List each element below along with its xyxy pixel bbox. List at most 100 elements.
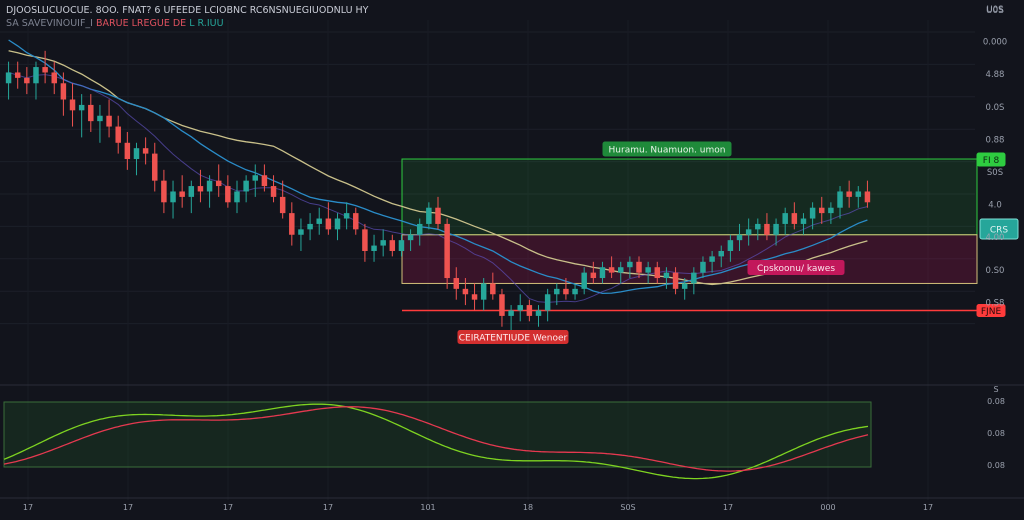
candle-body bbox=[444, 223, 450, 279]
candle-body bbox=[572, 288, 578, 295]
candle-body bbox=[42, 67, 48, 73]
candle-body bbox=[261, 175, 268, 187]
candle-body bbox=[215, 180, 222, 187]
x-axis-label: S0S bbox=[620, 503, 635, 512]
candle-body bbox=[407, 234, 414, 241]
candle-body bbox=[124, 142, 131, 160]
candle-body bbox=[755, 223, 761, 230]
candle-body bbox=[691, 272, 697, 284]
green-zone-label-bg bbox=[602, 141, 732, 157]
candle-body bbox=[435, 207, 441, 224]
candle-body bbox=[627, 261, 633, 268]
candle-body bbox=[371, 245, 377, 251]
candle-body bbox=[380, 240, 386, 246]
candle-body bbox=[279, 196, 286, 214]
candle-body bbox=[846, 191, 852, 197]
red-level-tag: FJNE bbox=[981, 307, 1002, 317]
candle-body bbox=[234, 191, 240, 203]
candle-body bbox=[782, 213, 788, 224]
legend-item-d: L R.IUU bbox=[189, 18, 224, 29]
red-line-label-bg bbox=[457, 329, 569, 344]
oscillator-axis-label: 0.08 bbox=[987, 429, 1005, 438]
y-axis-label: 0.000 bbox=[983, 38, 1007, 48]
x-axis: 17 17 17 17 101 18 S0S 17 000 17 bbox=[0, 497, 1024, 512]
x-axis-label: 17 bbox=[323, 503, 333, 512]
candle-body bbox=[298, 229, 304, 235]
candle-body bbox=[563, 288, 569, 295]
candle-body bbox=[14, 72, 21, 78]
candle-body bbox=[736, 234, 743, 241]
annotations: Huramu. Nuamuon. umon Cpskoonu/ kawes CEIR… bbox=[457, 141, 1019, 344]
oscillator-axis-label: 0.08 bbox=[987, 461, 1005, 470]
y-axis-label: 0.0S bbox=[986, 103, 1005, 113]
candle-body bbox=[654, 267, 661, 279]
candle-body bbox=[773, 223, 779, 235]
candle-body bbox=[480, 283, 487, 300]
oscillator-panel: S 0.08 0.08 0.08 bbox=[3, 385, 1005, 480]
candle-body bbox=[398, 240, 405, 251]
candle-body bbox=[526, 305, 533, 316]
ma-short-line bbox=[8, 72, 868, 303]
candle-body bbox=[243, 180, 249, 192]
pink-zone-label: Cpskoonu/ kawes bbox=[757, 264, 835, 274]
candle-body bbox=[599, 267, 606, 279]
candle-body bbox=[819, 207, 825, 214]
bullish-zone bbox=[401, 158, 978, 236]
zones bbox=[401, 158, 978, 312]
candle-body bbox=[33, 67, 39, 84]
candle-body bbox=[170, 191, 176, 203]
candle-body bbox=[471, 294, 478, 300]
x-axis-label: 17 bbox=[223, 503, 233, 512]
candle-body bbox=[745, 229, 752, 235]
x-axis-label: 101 bbox=[420, 503, 435, 512]
candle-body bbox=[389, 240, 396, 251]
candle-body bbox=[828, 207, 834, 214]
candle-body bbox=[764, 223, 770, 235]
candle-body bbox=[554, 288, 560, 295]
y-axis-label: 4.88 bbox=[986, 70, 1005, 80]
candle-body bbox=[544, 294, 551, 311]
symbol-title: DJOOSLUCUOCUE. 8OO. FNAT? 6 UFEEDE LCIOB… bbox=[6, 5, 369, 16]
y-axis-label: U0S bbox=[986, 5, 1003, 15]
current-price-tag-bg bbox=[979, 218, 1019, 240]
candle-body bbox=[490, 283, 496, 295]
y-axis-label: 0.S0 bbox=[986, 266, 1005, 276]
candle-body bbox=[709, 256, 715, 262]
candle-body bbox=[51, 72, 57, 84]
candle-body bbox=[617, 267, 624, 273]
candle-body bbox=[535, 310, 542, 316]
candle-body bbox=[809, 207, 816, 219]
candle-body bbox=[727, 240, 734, 251]
bearish-zone bbox=[401, 234, 978, 284]
candle-body bbox=[864, 191, 871, 203]
candle-body bbox=[508, 310, 514, 316]
candles bbox=[5, 50, 871, 333]
candle-body bbox=[800, 218, 807, 224]
candle-body bbox=[663, 272, 670, 279]
candle-body bbox=[645, 267, 651, 273]
candle-body bbox=[307, 223, 313, 230]
legend-item-c: LREGUE DE bbox=[131, 18, 187, 29]
y-axis-label: S0S bbox=[987, 168, 1003, 178]
candle-body bbox=[206, 180, 213, 192]
candle-body bbox=[334, 218, 341, 230]
candle-body bbox=[499, 294, 505, 316]
candle-body bbox=[188, 186, 195, 197]
x-axis-label: 17 bbox=[23, 503, 33, 512]
candle-body bbox=[855, 191, 862, 197]
y-axis-label: 0.88 bbox=[986, 135, 1005, 145]
candle-body bbox=[161, 180, 167, 203]
candle-body bbox=[608, 267, 615, 273]
x-axis-label: 17 bbox=[123, 503, 133, 512]
candle-body bbox=[5, 72, 12, 84]
candle-body bbox=[133, 148, 140, 160]
indicator-legend: SA SAVEVINOUIF_I BARUE LREGUE DE L R.IUU bbox=[6, 17, 368, 30]
legend-item-b: BARUE bbox=[96, 18, 129, 29]
y-axis-label: 4.0 bbox=[988, 201, 1002, 211]
candle-body bbox=[517, 305, 523, 311]
y-axis: U0S 0.000 4.88 0.0S 0.88 S0S 4.0 4.00 0.S0 0.S8 bbox=[983, 5, 1007, 308]
x-axis-label: 18 bbox=[523, 503, 533, 512]
candle-body bbox=[791, 213, 798, 224]
candle-body bbox=[270, 186, 277, 197]
